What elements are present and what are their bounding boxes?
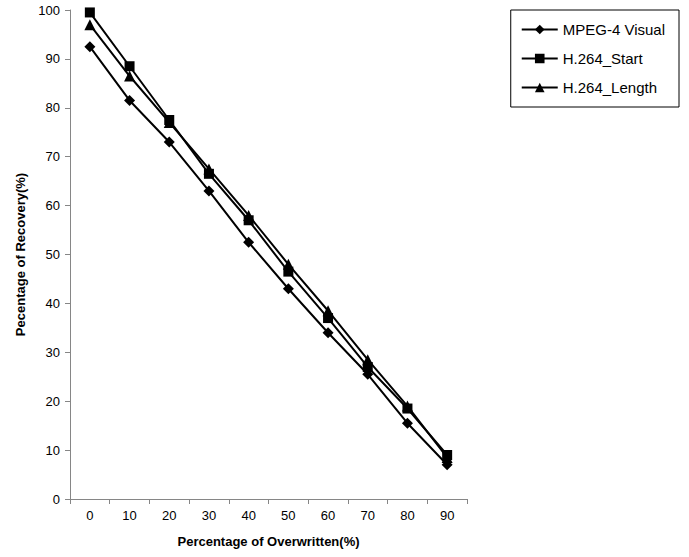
svg-text:50: 50	[46, 247, 60, 262]
svg-text:10: 10	[122, 508, 136, 523]
svg-text:100: 100	[38, 3, 60, 18]
svg-text:0: 0	[86, 508, 93, 523]
svg-text:20: 20	[162, 508, 176, 523]
svg-text:H.264_Length: H.264_Length	[563, 79, 657, 96]
svg-text:60: 60	[321, 508, 335, 523]
svg-text:60: 60	[46, 198, 60, 213]
svg-text:Pecentage of Recovery(%): Pecentage of Recovery(%)	[13, 173, 28, 336]
svg-text:Percentage of Overwritten(%): Percentage of Overwritten(%)	[177, 534, 359, 549]
svg-text:90: 90	[440, 508, 454, 523]
svg-text:H.264_Start: H.264_Start	[563, 50, 644, 67]
svg-text:30: 30	[46, 345, 60, 360]
svg-text:30: 30	[202, 508, 216, 523]
svg-text:40: 40	[241, 508, 255, 523]
svg-text:70: 70	[361, 508, 375, 523]
svg-text:10: 10	[46, 443, 60, 458]
svg-text:40: 40	[46, 296, 60, 311]
svg-text:MPEG-4 Visual: MPEG-4 Visual	[563, 21, 665, 38]
svg-text:80: 80	[46, 100, 60, 115]
svg-text:20: 20	[46, 394, 60, 409]
svg-text:0: 0	[53, 492, 60, 507]
svg-text:70: 70	[46, 149, 60, 164]
svg-text:80: 80	[400, 508, 414, 523]
svg-text:90: 90	[46, 51, 60, 66]
svg-text:50: 50	[281, 508, 295, 523]
